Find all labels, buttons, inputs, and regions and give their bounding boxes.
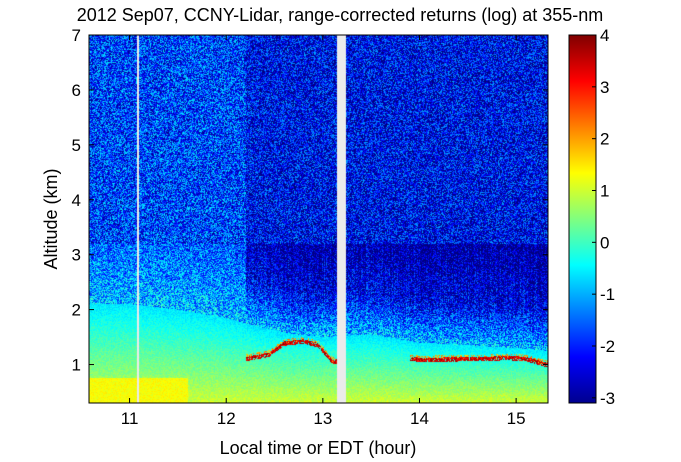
y-tick-label: 7 [72,26,81,45]
x-axis: 11 12 13 14 15 [121,35,526,428]
y-tick-label: 3 [72,246,81,265]
y-tick-label: 6 [72,81,81,100]
colorbar-tick-label: 0 [600,233,609,252]
x-tick-label: 14 [410,409,429,428]
x-tick-label: 11 [121,409,139,428]
colorbar-tick-label: 1 [600,181,609,200]
colorbar-tick-label: 4 [600,26,609,45]
x-tick-label: 12 [217,409,236,428]
y-tick-label: 4 [72,191,81,210]
colorbar-tick-label: -3 [600,389,615,408]
y-tick-label: 2 [72,301,81,320]
colorbar-tick-label: -2 [600,337,615,356]
y-tick-label: 1 [72,356,81,375]
colorbar-ticks: 4 3 2 1 0 -1 -2 -3 [592,26,615,408]
colorbar-tick-label: 3 [600,78,609,97]
x-tick-label: 13 [313,409,332,428]
plot-frame [88,34,549,404]
x-tick-label: 15 [507,409,526,428]
heatmap [89,35,548,403]
colorbar [568,34,597,404]
chart-title: 2012 Sep07, CCNY-Lidar, range-corrected … [77,5,604,25]
colorbar-tick-label: -1 [600,285,615,304]
y-axis-label: Altitude (km) [41,168,61,269]
y-tick-label: 5 [72,136,81,155]
y-axis: 1 2 3 4 5 6 7 [72,26,548,375]
x-axis-label: Local time or EDT (hour) [220,438,417,458]
colorbar-tick-label: 2 [600,130,609,149]
